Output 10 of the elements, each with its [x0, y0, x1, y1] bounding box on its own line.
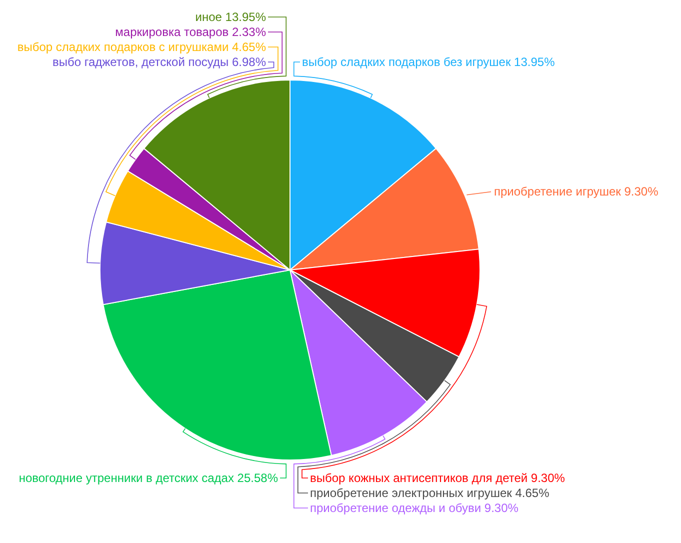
slice-label: приобретение одежды и обуви 9.30%	[310, 501, 519, 515]
slice-label: выбор сладких подарков без игрушек 13.95%	[302, 55, 556, 69]
slice-label: иное 13.95%	[195, 10, 266, 24]
slice-label: выбор сладких подарков с игрушками 4.65%	[17, 40, 266, 54]
slice-label: выбо гаджетов, детской посуды 6.98%	[52, 55, 266, 69]
slice-label: новогодние утренники в детских садах 25.58%	[18, 471, 278, 485]
slice-label: приобретение игрушек 9.30%	[494, 184, 659, 199]
slice-label: приобретение электронных игрушек 4.65%	[310, 486, 550, 500]
slice-label: маркировка товаров 2.33%	[115, 25, 266, 39]
slice-label: выбор кожных антисептиков для детей 9.30%	[310, 471, 566, 485]
